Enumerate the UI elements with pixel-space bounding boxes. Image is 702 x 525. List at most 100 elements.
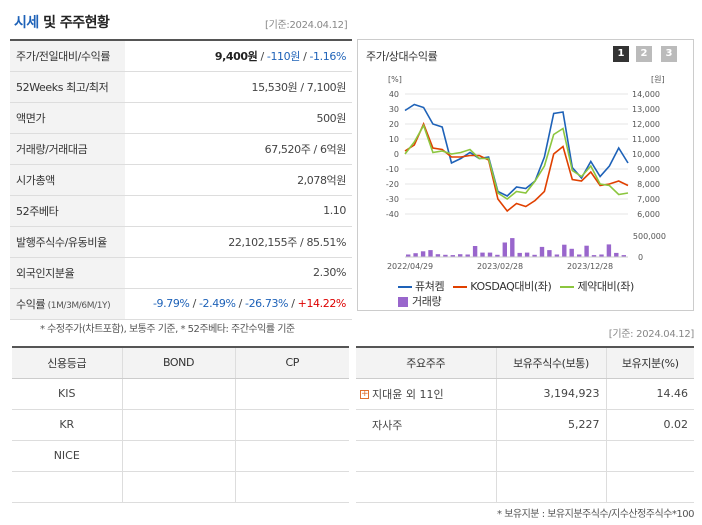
price-change: -110원 [266, 49, 300, 63]
series-line [404, 103, 629, 197]
holder-name-cell [356, 440, 497, 472]
chart-page-3-button[interactable]: 3 [661, 46, 677, 62]
volume-bar [569, 248, 574, 257]
bond-cell [122, 409, 236, 441]
right-tick-label: 13,000 [632, 105, 660, 114]
shares-cell [496, 440, 607, 472]
row-value: 2.30% [125, 257, 352, 289]
column-header: 보유주식수(보통) [496, 347, 607, 379]
row-label: 거래량/거래대금 [10, 133, 125, 165]
volume-tick-label: 0 [638, 253, 643, 262]
row-value: 22,102,155주 / 85.51% [125, 226, 352, 258]
column-header: 신용등급 [12, 347, 123, 379]
volume-bar [435, 254, 441, 257]
quote-table: 주가/전일대비/수익률 9,400원 / -110원 / -1.16% 52We… [10, 39, 352, 320]
holder-name-cell [356, 471, 497, 503]
table-row: 자사주 5,227 0.02 [356, 409, 694, 441]
cp-cell [235, 471, 349, 503]
credit-rating-table: 신용등급 BOND CP KIS KR NICE [12, 346, 349, 503]
volume-bar [614, 252, 619, 257]
section-title: 시세 및 주주현황 [14, 15, 110, 31]
holder-name-cell: + 지대윤 외 11인 [356, 378, 497, 410]
volume-bar [495, 254, 500, 257]
agency-cell: NICE [12, 440, 123, 472]
pct-cell: 0.02 [606, 409, 694, 441]
agency-cell [12, 471, 123, 503]
right-tick-label: 9,000 [637, 165, 660, 174]
shares-cell [496, 471, 607, 503]
left-tick-label: -10 [386, 165, 399, 174]
agency-cell: KIS [12, 378, 123, 410]
column-header: 보유지분(%) [606, 347, 694, 379]
volume-bar [420, 251, 426, 257]
cp-cell [235, 409, 349, 441]
row-label: 액면가 [10, 102, 125, 134]
table-row: 수익률 (1M/3M/6M/1Y) -9.79% / -2.49% / -26.… [10, 288, 352, 320]
row-label: 외국인지분율 [10, 257, 125, 289]
row-label: 수익률 (1M/3M/6M/1Y) [10, 288, 125, 320]
series-line [404, 121, 629, 213]
volume-bar [517, 252, 522, 257]
legend-item: KOSDAQ대비(좌) [453, 280, 552, 293]
legend-swatch [398, 297, 408, 307]
return-3m: -2.49% [198, 297, 236, 310]
shares-cell: 3,194,923 [496, 378, 607, 410]
row-value: -9.79% / -2.49% / -26.73% / +14.22% [125, 288, 352, 320]
table-row: 외국인지분율 2.30% [10, 257, 352, 289]
table-row: 52주베타 1.10 [10, 195, 352, 227]
row-value: 9,400원 / -110원 / -1.16% [125, 40, 352, 72]
volume-bar [510, 238, 515, 257]
right-tick-label: 12,000 [632, 120, 660, 129]
volume-bar [577, 254, 582, 257]
volume-bar [524, 252, 530, 257]
plus-icon[interactable]: + [360, 388, 369, 399]
footnote: * 보유지분 : 보유지분주식수/지수산정주식수*100 [497, 509, 694, 520]
volume-bar [547, 250, 552, 257]
volume-bar [539, 246, 545, 257]
volume-bar [532, 254, 537, 257]
legend-item: 제약대비(좌) [560, 280, 634, 293]
volume-bar [465, 254, 470, 257]
row-label: 52Weeks 최고/최저 [10, 71, 125, 103]
left-tick-label: -40 [386, 210, 399, 219]
right-tick-label: 11,000 [632, 135, 660, 144]
x-tick-label: 2023/12/28 [567, 262, 613, 270]
left-tick-label: 10 [389, 135, 399, 144]
x-tick-label: 2022/04/29 [387, 262, 433, 270]
volume-bar [458, 254, 463, 257]
row-label: 52주베타 [10, 195, 125, 227]
volume-bar [606, 244, 612, 257]
chart-legend: 퓨쳐켐 KOSDAQ대비(좌) 제약대비(좌) [398, 278, 640, 294]
reference-date-2: [기준: 2024.04.12] [608, 329, 695, 340]
table-row: + 지대윤 외 11인 3,194,923 14.46 [356, 378, 694, 410]
shareholders-table: 주요주주 보유주식수(보통) 보유지분(%) + 지대윤 외 11인 3,194,… [356, 346, 694, 503]
volume-bar [406, 254, 411, 257]
table-row: KIS [12, 378, 349, 410]
volume-bar [443, 254, 448, 257]
volume-bar [472, 246, 478, 257]
legend-item: 거래량 [398, 295, 442, 308]
volume-bar [584, 245, 589, 257]
return-1m: -9.79% [152, 297, 190, 310]
table-row: 액면가 500원 [10, 102, 352, 134]
x-tick-label: 2023/02/28 [477, 262, 523, 270]
reference-date: [기준:2024.04.12] [265, 20, 348, 31]
chart-page-1-button[interactable]: 1 [613, 46, 629, 62]
table-row [356, 440, 694, 472]
row-value: 1.10 [125, 195, 352, 227]
volume-tick-label: 500,000 [633, 232, 666, 241]
column-header: 주요주주 [356, 347, 497, 379]
left-axis-unit: [%] [388, 75, 402, 84]
volume-bar [621, 255, 626, 257]
right-tick-label: 10,000 [632, 150, 660, 159]
table-row: 시가총액 2,078억원 [10, 164, 352, 196]
chart-page-2-button[interactable]: 2 [636, 46, 652, 62]
legend-swatch [398, 286, 412, 288]
table-row: KR [12, 409, 349, 441]
left-tick-label: 20 [389, 120, 399, 129]
bond-cell [122, 471, 236, 503]
table-row [12, 471, 349, 503]
column-header: CP [235, 347, 349, 379]
left-tick-label: 0 [394, 150, 399, 159]
price-chart: [%] [원] 40 14,000 30 13,000 20 12,000 10 11,000 0 1… [386, 75, 666, 270]
